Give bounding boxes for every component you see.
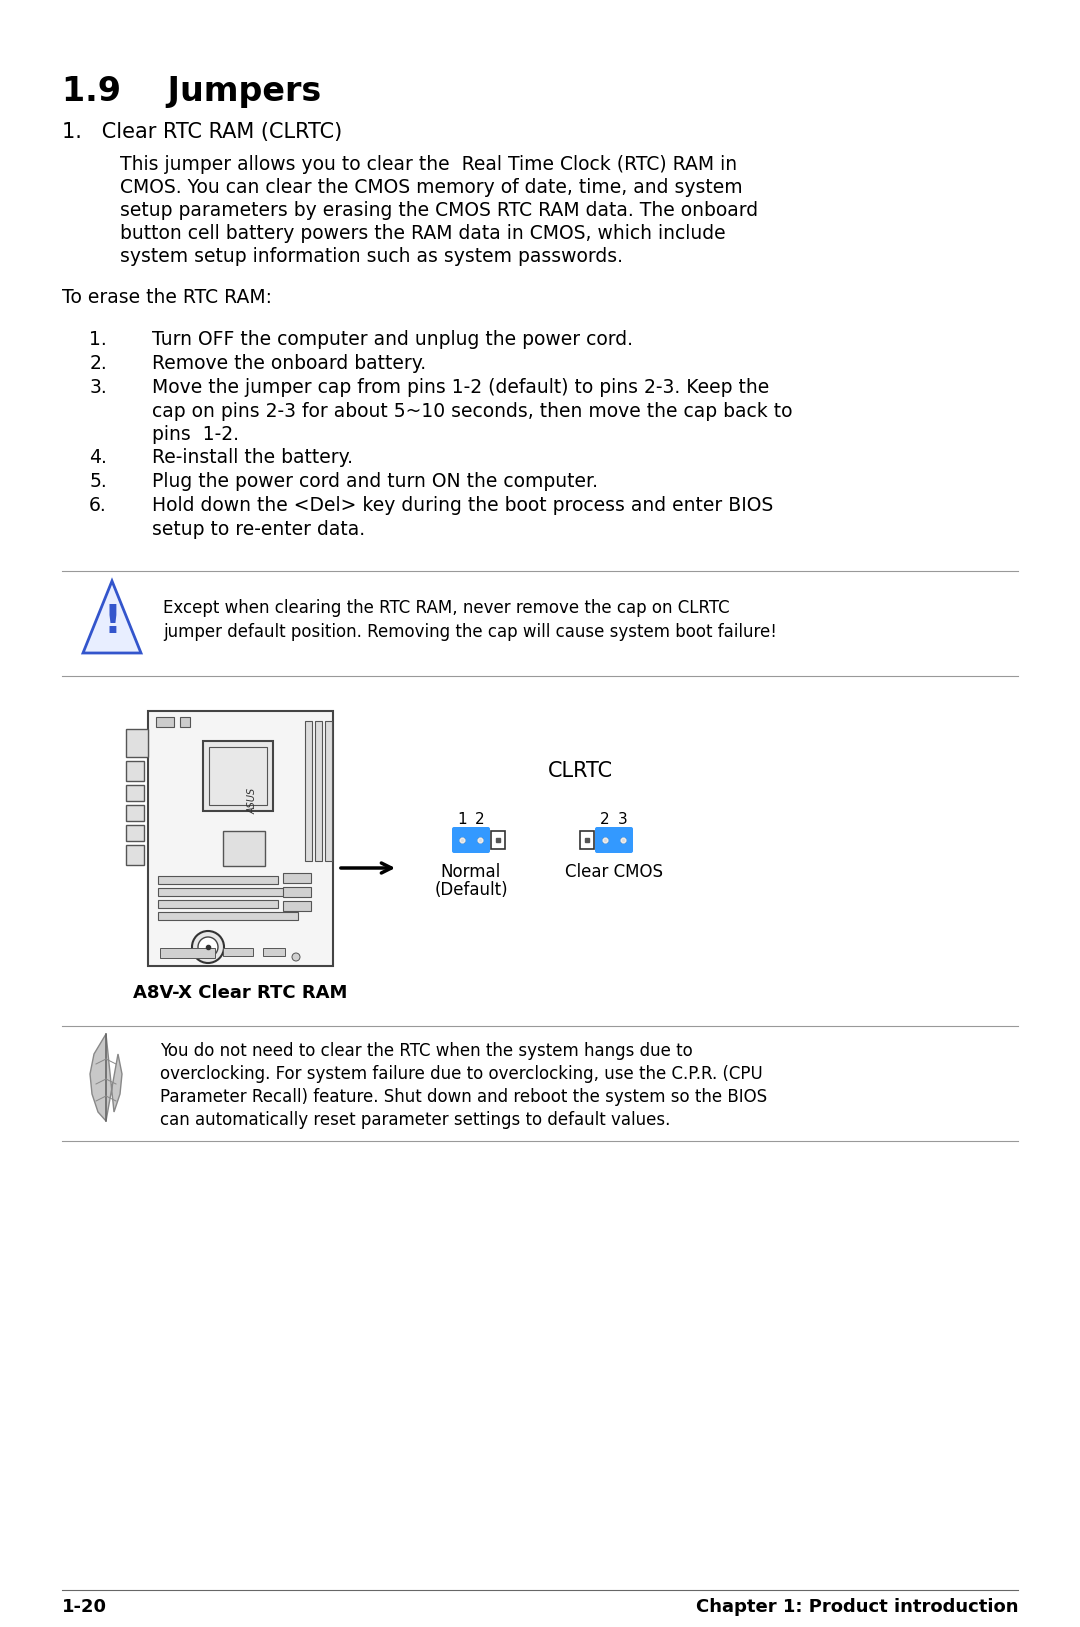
Bar bbox=[210, 747, 267, 805]
Text: cap on pins 2-3 for about 5~10 seconds, then move the cap back to: cap on pins 2-3 for about 5~10 seconds, … bbox=[152, 402, 793, 421]
Text: setup parameters by erasing the CMOS RTC RAM data. The onboard: setup parameters by erasing the CMOS RTC… bbox=[120, 202, 758, 220]
Text: Hold down the <Del> key during the boot process and enter BIOS: Hold down the <Del> key during the boot … bbox=[152, 496, 773, 516]
Text: This jumper allows you to clear the  Real Time Clock (RTC) RAM in: This jumper allows you to clear the Real… bbox=[120, 155, 738, 174]
Text: Remove the onboard battery.: Remove the onboard battery. bbox=[152, 355, 427, 373]
Text: Parameter Recall) feature. Shut down and reboot the system so the BIOS: Parameter Recall) feature. Shut down and… bbox=[160, 1088, 767, 1106]
Text: 4.: 4. bbox=[90, 447, 107, 467]
Bar bbox=[180, 718, 190, 727]
Bar bbox=[126, 761, 144, 781]
Bar bbox=[491, 831, 505, 849]
Text: setup to re-enter data.: setup to re-enter data. bbox=[152, 521, 365, 539]
Text: CMOS. You can clear the CMOS memory of date, time, and system: CMOS. You can clear the CMOS memory of d… bbox=[120, 177, 743, 197]
Polygon shape bbox=[83, 581, 141, 652]
Text: Turn OFF the computer and unplug the power cord.: Turn OFF the computer and unplug the pow… bbox=[152, 330, 633, 350]
Bar bbox=[283, 874, 311, 883]
Text: 5.: 5. bbox=[90, 472, 107, 491]
Text: 1-20: 1-20 bbox=[62, 1598, 107, 1616]
Text: 3.: 3. bbox=[90, 377, 107, 397]
Text: button cell battery powers the RAM data in CMOS, which include: button cell battery powers the RAM data … bbox=[120, 225, 726, 242]
Bar bbox=[222, 949, 253, 957]
Bar bbox=[315, 721, 322, 861]
Text: pins  1-2.: pins 1-2. bbox=[152, 425, 239, 444]
Text: !: ! bbox=[103, 604, 121, 641]
Text: Move the jumper cap from pins 1-2 (default) to pins 2-3. Keep the: Move the jumper cap from pins 1-2 (defau… bbox=[152, 377, 769, 397]
Bar bbox=[455, 831, 469, 849]
Circle shape bbox=[192, 931, 224, 963]
Text: overclocking. For system failure due to overclocking, use the C.P.R. (CPU: overclocking. For system failure due to … bbox=[160, 1066, 762, 1084]
Text: 2.: 2. bbox=[90, 355, 107, 373]
Bar bbox=[473, 831, 487, 849]
Text: (Default): (Default) bbox=[434, 880, 508, 900]
Bar bbox=[158, 900, 278, 908]
Text: can automatically reset parameter settings to default values.: can automatically reset parameter settin… bbox=[160, 1111, 671, 1129]
Bar bbox=[580, 831, 594, 849]
Bar bbox=[126, 844, 144, 866]
Text: A8V-X Clear RTC RAM: A8V-X Clear RTC RAM bbox=[133, 984, 347, 1002]
Text: 2: 2 bbox=[600, 812, 610, 827]
Bar bbox=[222, 831, 265, 866]
Bar bbox=[126, 784, 144, 800]
Text: 6.: 6. bbox=[90, 496, 107, 516]
Text: Normal: Normal bbox=[441, 862, 501, 880]
Polygon shape bbox=[90, 1035, 122, 1121]
Bar bbox=[283, 901, 311, 911]
Bar bbox=[203, 740, 273, 810]
Text: 1.: 1. bbox=[90, 330, 107, 350]
Bar bbox=[126, 825, 144, 841]
Text: Chapter 1: Product introduction: Chapter 1: Product introduction bbox=[696, 1598, 1018, 1616]
Bar bbox=[156, 718, 174, 727]
Text: To erase the RTC RAM:: To erase the RTC RAM: bbox=[62, 288, 272, 308]
Bar bbox=[126, 729, 148, 757]
Text: system setup information such as system passwords.: system setup information such as system … bbox=[120, 247, 623, 265]
FancyBboxPatch shape bbox=[453, 827, 490, 853]
Text: 2: 2 bbox=[475, 812, 485, 827]
Circle shape bbox=[292, 953, 300, 962]
Bar bbox=[158, 888, 298, 896]
Bar bbox=[616, 831, 630, 849]
Text: Clear CMOS: Clear CMOS bbox=[565, 862, 663, 880]
Text: ASUS: ASUS bbox=[248, 787, 258, 814]
Bar bbox=[160, 949, 215, 958]
Bar bbox=[158, 875, 278, 883]
Text: You do not need to clear the RTC when the system hangs due to: You do not need to clear the RTC when th… bbox=[160, 1041, 692, 1061]
Text: Plug the power cord and turn ON the computer.: Plug the power cord and turn ON the comp… bbox=[152, 472, 598, 491]
Circle shape bbox=[198, 937, 218, 957]
Text: 1: 1 bbox=[457, 812, 467, 827]
Bar bbox=[598, 831, 612, 849]
Bar bbox=[325, 721, 332, 861]
Bar bbox=[264, 949, 285, 957]
Text: CLRTC: CLRTC bbox=[548, 761, 612, 781]
Bar bbox=[158, 913, 298, 919]
FancyBboxPatch shape bbox=[595, 827, 633, 853]
Text: Re-install the battery.: Re-install the battery. bbox=[152, 447, 353, 467]
Text: 3: 3 bbox=[618, 812, 627, 827]
Text: Except when clearing the RTC RAM, never remove the cap on CLRTC: Except when clearing the RTC RAM, never … bbox=[163, 599, 730, 617]
Bar bbox=[148, 711, 333, 966]
Text: 1.9    Jumpers: 1.9 Jumpers bbox=[62, 75, 321, 107]
Bar bbox=[283, 887, 311, 896]
Bar bbox=[126, 805, 144, 822]
Text: 1.   Clear RTC RAM (CLRTC): 1. Clear RTC RAM (CLRTC) bbox=[62, 122, 342, 142]
Bar bbox=[305, 721, 312, 861]
Text: jumper default position. Removing the cap will cause system boot failure!: jumper default position. Removing the ca… bbox=[163, 623, 777, 641]
